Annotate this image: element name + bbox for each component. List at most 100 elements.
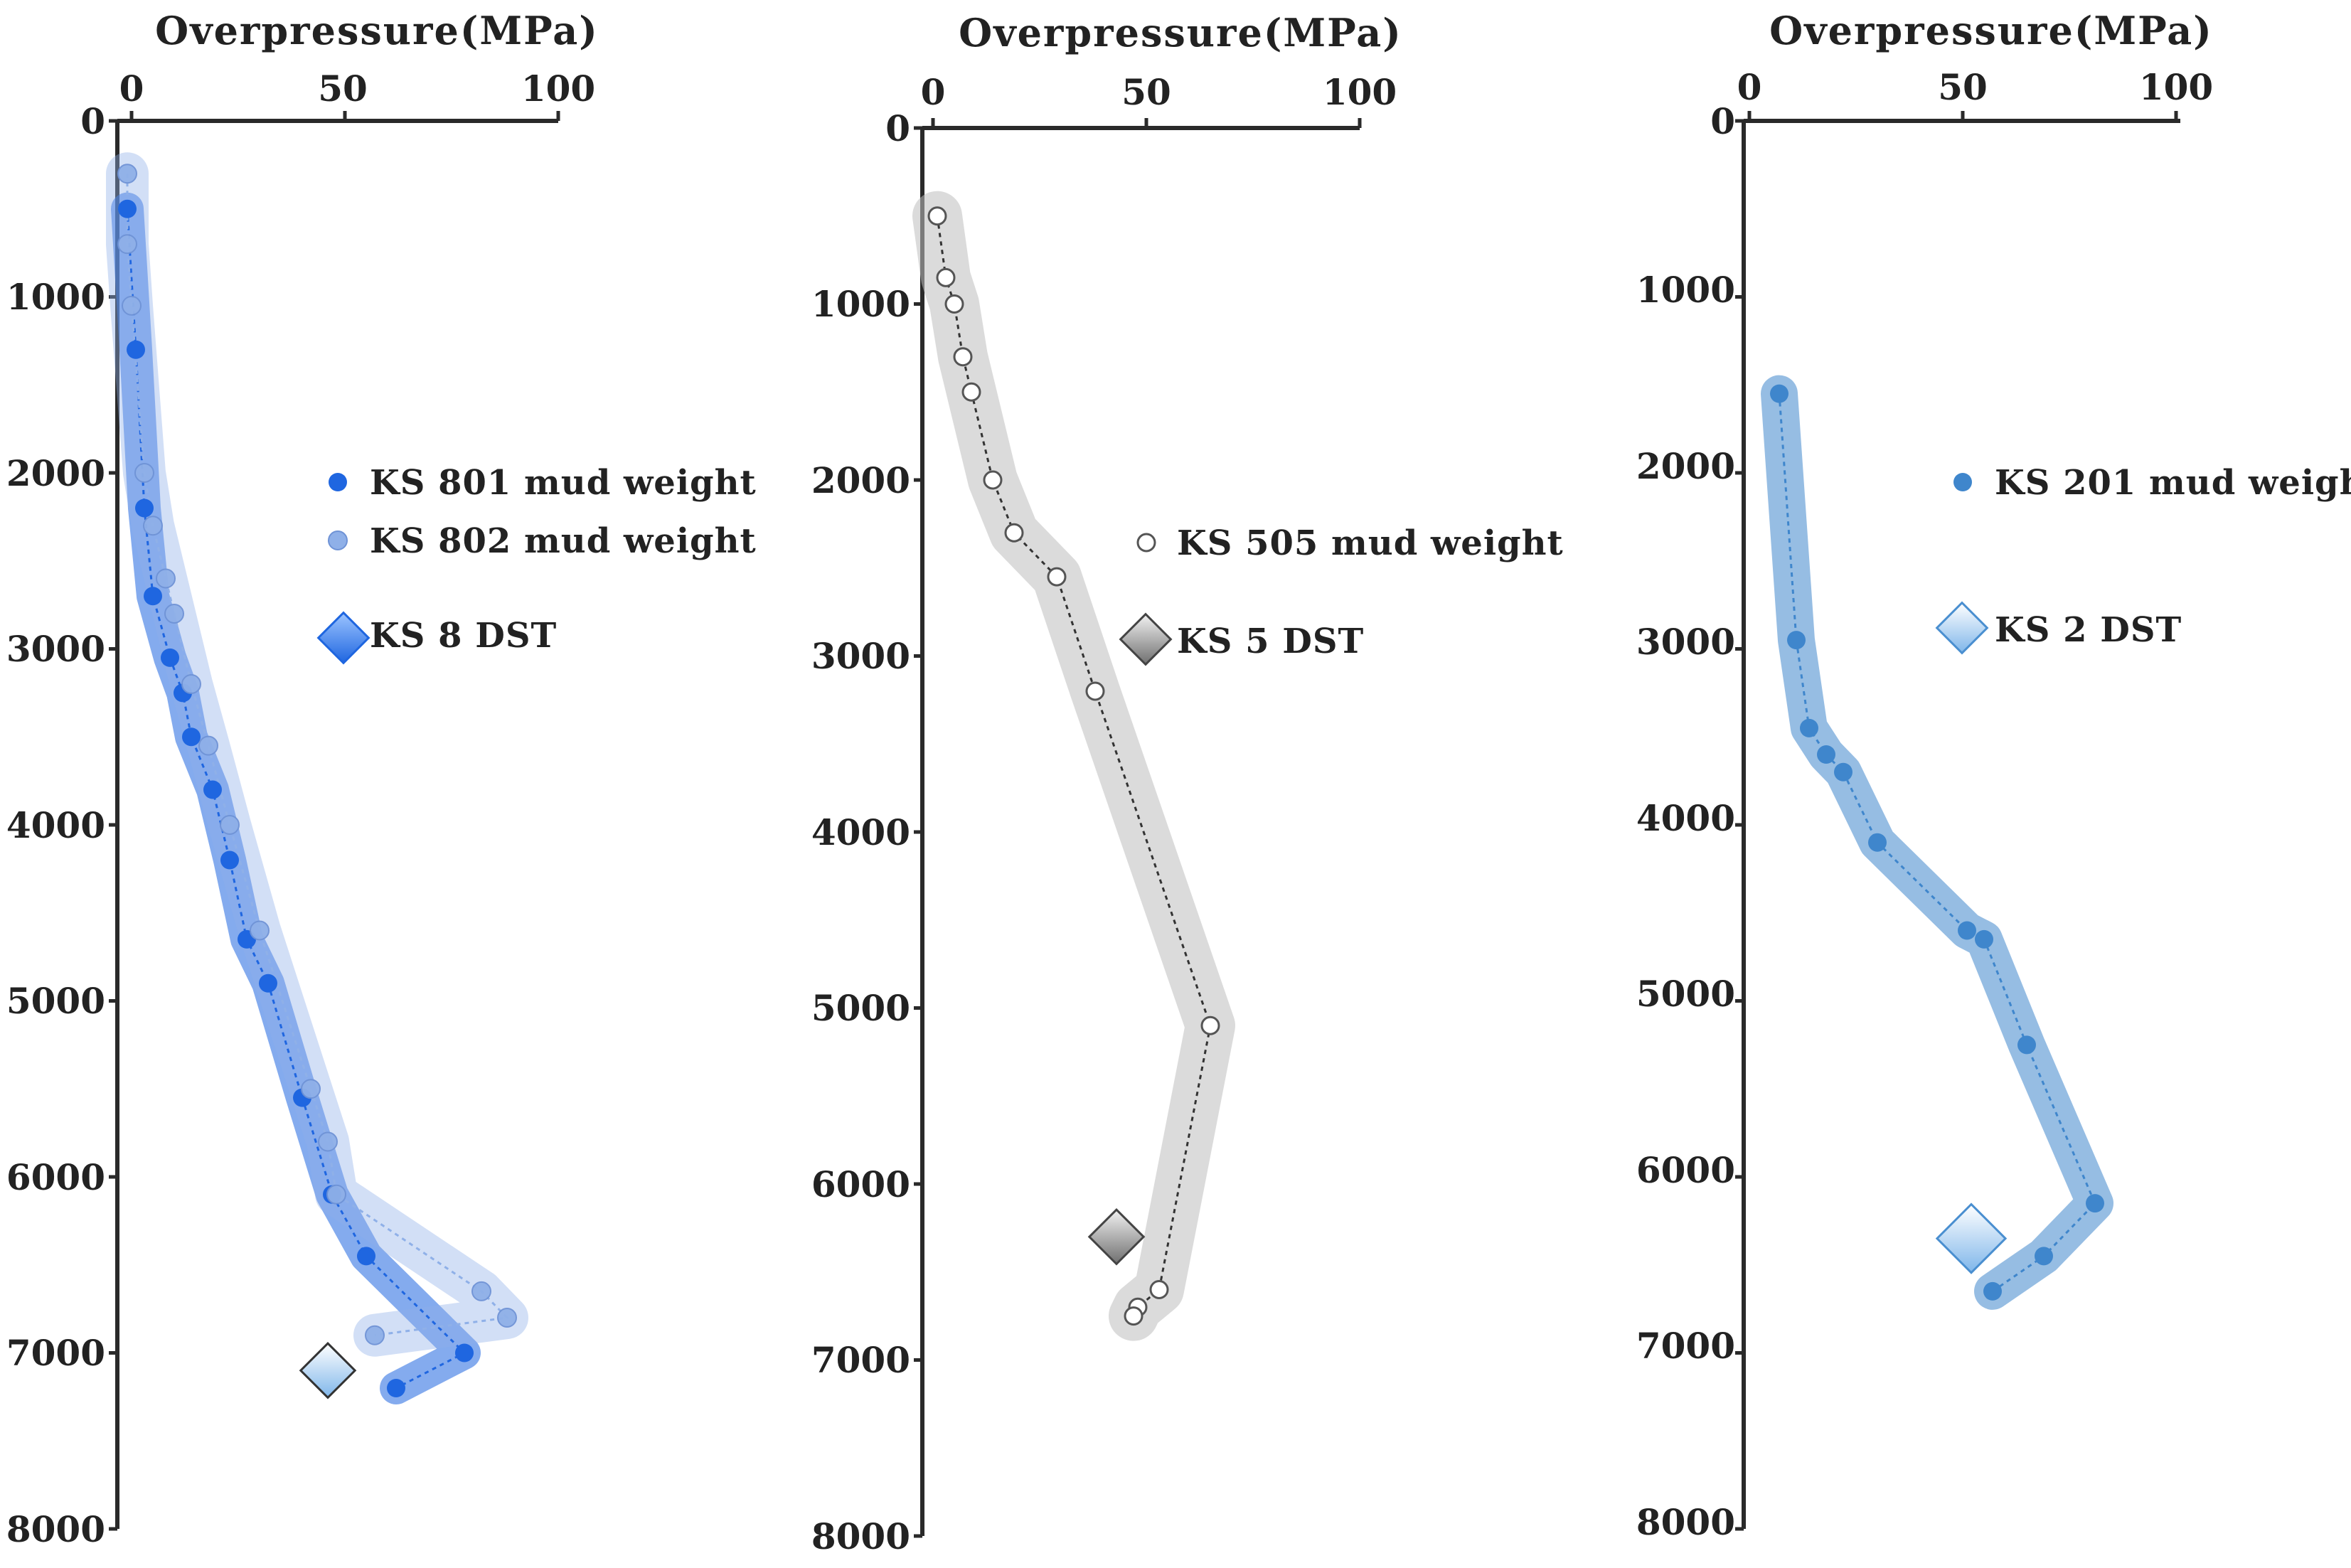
data-point xyxy=(203,780,222,799)
data-point xyxy=(117,234,137,255)
legend-label-ks201: KS 201 mud weight xyxy=(1995,463,2351,503)
data-point xyxy=(1868,833,1887,852)
legend-label-ks505: KS 505 mud weight xyxy=(1177,523,1564,563)
data-point xyxy=(953,347,973,367)
tick-marks xyxy=(1735,111,2178,1531)
data-point xyxy=(1834,762,1852,782)
y-tick-label: 5000 xyxy=(811,987,910,1029)
legend-marker-ks201 xyxy=(1953,473,1972,491)
data-point xyxy=(936,267,956,287)
data-point xyxy=(220,815,240,835)
trend-band xyxy=(111,192,481,1404)
y-tick-label: 5000 xyxy=(1636,973,1735,1015)
data-point xyxy=(198,735,218,756)
y-tick-label: 1000 xyxy=(811,283,910,325)
x-tick-labels: 0 50 100 xyxy=(921,71,1397,113)
legend-marker-ks5-dst xyxy=(1119,612,1173,666)
data-point xyxy=(357,1247,375,1266)
legend-label-ks5-dst: KS 5 DST xyxy=(1177,622,1364,661)
legend: KS 505 mud weight KS 5 DST xyxy=(1119,523,1564,666)
legend-label-ks2-dst: KS 2 DST xyxy=(1995,610,2182,650)
y-tick-label: 7000 xyxy=(1636,1325,1735,1367)
data-point xyxy=(1800,718,1818,737)
series-line xyxy=(126,208,467,1390)
legend: KS 801 mud weight KS 802 mud weight KS 8… xyxy=(316,463,757,665)
trend-band xyxy=(912,191,1235,1341)
data-markers xyxy=(927,206,1220,1326)
y-tick-label: 1000 xyxy=(6,276,105,318)
x-axis-title: Overpressure(MPa) xyxy=(1769,8,2213,53)
data-point xyxy=(318,1131,338,1152)
x-tick-label-100: 100 xyxy=(521,68,595,110)
legend-marker-ks801 xyxy=(329,473,347,491)
data-point xyxy=(161,648,179,667)
data-point xyxy=(1200,1015,1220,1035)
data-point xyxy=(134,463,154,483)
y-tick-label: 0 xyxy=(1710,100,1735,142)
y-tick-labels: 0 1000 2000 3000 4000 5000 6000 7000 800… xyxy=(6,100,105,1550)
data-point xyxy=(1149,1280,1169,1299)
data-point xyxy=(220,850,239,870)
data-point xyxy=(1770,384,1788,403)
y-tick-label: 6000 xyxy=(1636,1149,1735,1191)
y-tick-label: 2000 xyxy=(811,459,910,501)
data-point xyxy=(961,382,981,402)
y-tick-label: 2000 xyxy=(1636,445,1735,487)
legend-marker-ks2-dst xyxy=(1935,601,1989,655)
data-point xyxy=(122,295,142,316)
dst-marker xyxy=(1087,1207,1146,1266)
data-point xyxy=(1958,921,1976,940)
data-point xyxy=(927,206,947,226)
trend-bands xyxy=(1761,375,2113,1310)
y-tick-label: 4000 xyxy=(811,811,910,853)
y-tick-label: 3000 xyxy=(6,628,105,670)
data-point xyxy=(387,1379,405,1397)
x-tick-label-0: 0 xyxy=(921,71,946,113)
data-point xyxy=(1983,1281,2002,1301)
y-tick-label: 5000 xyxy=(6,980,105,1022)
x-tick-label-0: 0 xyxy=(1737,66,1762,108)
x-tick-label-50: 50 xyxy=(1121,71,1171,113)
y-tick-label: 1000 xyxy=(1636,269,1735,311)
data-point xyxy=(182,727,201,747)
data-point xyxy=(1047,567,1067,587)
y-tick-label: 6000 xyxy=(811,1163,910,1205)
series-lines xyxy=(1778,393,2096,1293)
legend-marker-ks505 xyxy=(1136,533,1156,553)
data-markers xyxy=(1770,384,2104,1301)
data-point xyxy=(1004,523,1024,543)
panel-1: Overpressure(MPa) 0 50 100 0 1000 2000 3… xyxy=(6,8,757,1550)
data-point xyxy=(2017,1035,2036,1055)
tick-marks xyxy=(914,118,1362,1538)
y-tick-label: 3000 xyxy=(811,635,910,677)
y-tick-label: 0 xyxy=(80,100,105,142)
data-point xyxy=(144,587,162,606)
data-point xyxy=(2086,1194,2104,1213)
data-point xyxy=(135,498,154,518)
data-point xyxy=(455,1343,474,1362)
y-tick-label: 4000 xyxy=(1636,797,1735,839)
data-point xyxy=(944,294,964,314)
legend-label-ks801: KS 801 mud weight xyxy=(370,463,757,503)
y-tick-label: 3000 xyxy=(1636,621,1735,663)
trend-band xyxy=(1761,375,2113,1310)
y-tick-labels: 0 1000 2000 3000 4000 5000 6000 7000 800… xyxy=(1636,100,1735,1543)
y-tick-label: 4000 xyxy=(6,804,105,846)
data-point xyxy=(117,164,137,184)
x-axis-title: Overpressure(MPa) xyxy=(155,8,599,53)
y-tick-label: 8000 xyxy=(1636,1501,1735,1543)
x-axis-title: Overpressure(MPa) xyxy=(959,10,1402,55)
tick-marks xyxy=(109,111,560,1531)
data-point xyxy=(1817,745,1835,764)
data-point xyxy=(156,568,176,589)
data-point xyxy=(1975,929,1993,949)
y-tick-label: 0 xyxy=(885,107,910,149)
data-point xyxy=(1124,1306,1143,1326)
y-tick-label: 7000 xyxy=(811,1339,910,1381)
legend-marker-ks8-dst xyxy=(316,611,370,665)
y-tick-labels: 0 1000 2000 3000 4000 5000 6000 7000 800… xyxy=(811,107,910,1557)
data-point xyxy=(983,470,1003,490)
trend-bands xyxy=(106,152,528,1404)
legend-label-ks802: KS 802 mud weight xyxy=(370,521,757,561)
